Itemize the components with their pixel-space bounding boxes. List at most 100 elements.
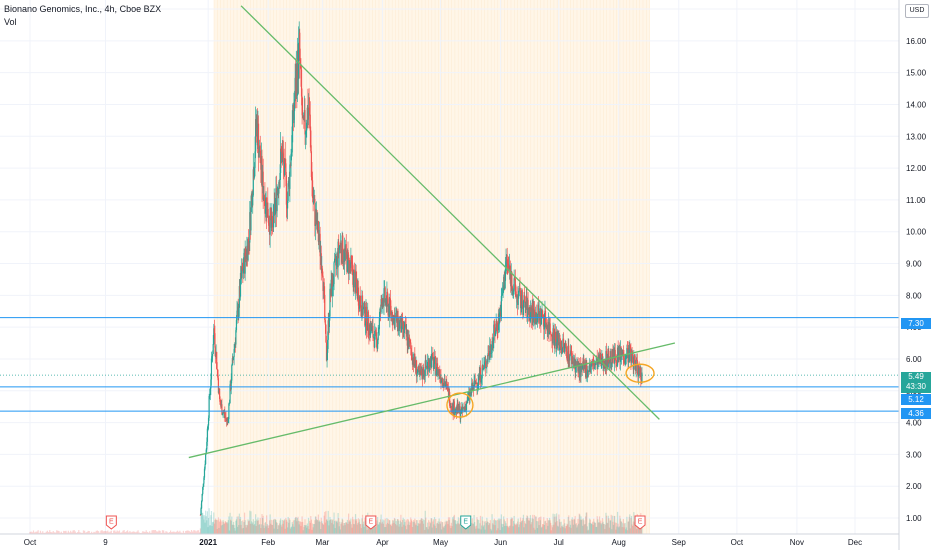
volume-bar: [360, 527, 362, 534]
volume-bar: [562, 524, 564, 534]
volume-bar: [216, 528, 218, 534]
volume-bar: [253, 523, 256, 534]
earnings-event-marker[interactable]: E: [105, 515, 117, 530]
candle-body: [278, 181, 280, 194]
volume-bar: [563, 519, 565, 534]
volume-bar: [322, 524, 325, 534]
volume-bar: [213, 523, 215, 534]
candle-body: [474, 379, 476, 384]
volume-bar: [400, 522, 403, 534]
volume-bar: [591, 521, 594, 534]
volume-bar: [612, 524, 615, 534]
volume-bar: [64, 531, 66, 534]
volume-bar: [292, 524, 294, 534]
volume-bar: [381, 521, 383, 534]
candle-body: [558, 333, 560, 351]
volume-bar: [550, 522, 552, 534]
candle-body: [565, 347, 568, 352]
candle-body: [490, 352, 493, 354]
volume-bar: [608, 527, 611, 534]
earnings-event-marker[interactable]: E: [634, 515, 646, 530]
candle-body: [203, 468, 206, 478]
volume-bar: [576, 527, 578, 534]
volume-bar: [71, 532, 73, 534]
volume-bar: [289, 519, 291, 534]
volume-bar: [43, 532, 45, 534]
volume-bar: [426, 522, 429, 534]
candle-body: [609, 359, 611, 364]
volume-bar: [408, 521, 410, 534]
volume-bar: [201, 513, 203, 534]
volume-bar: [567, 516, 569, 534]
candle-body: [286, 200, 289, 209]
earnings-event-marker[interactable]: E: [460, 515, 472, 530]
volume-bar: [196, 530, 198, 534]
candle-body: [415, 360, 418, 377]
volume-bar: [510, 519, 512, 534]
volume-bar: [412, 522, 414, 534]
candle-body: [568, 345, 570, 360]
volume-bar: [615, 522, 618, 534]
volume-bar: [239, 519, 241, 534]
candle-body: [488, 354, 490, 356]
currency-button[interactable]: USD: [905, 4, 929, 18]
candle-body: [360, 305, 362, 312]
volume-bar: [335, 521, 337, 534]
candle-body: [543, 322, 545, 330]
volume-bar: [249, 510, 251, 534]
candle-body: [217, 369, 219, 379]
breakout-circle-aug: [625, 363, 655, 383]
volume-bar: [377, 517, 379, 534]
volume-bar: [354, 514, 357, 534]
volume-bar: [94, 532, 96, 534]
volume-bar: [240, 524, 242, 534]
candle-body: [514, 278, 516, 292]
volume-bar: [137, 530, 139, 534]
volume-bar: [160, 532, 162, 534]
volume-bar: [543, 517, 545, 534]
candle-body: [386, 291, 389, 299]
volume-bar: [457, 523, 459, 534]
volume-bar: [594, 522, 597, 534]
earnings-event-marker[interactable]: E: [365, 515, 377, 530]
volume-bar: [220, 525, 222, 534]
volume-bar: [100, 530, 102, 534]
volume-bar: [124, 532, 126, 534]
volume-bar: [464, 525, 466, 534]
candle-body: [221, 404, 223, 415]
candle-body: [366, 330, 368, 331]
volume-bar: [533, 515, 536, 534]
volume-bar: [263, 528, 265, 534]
volume-bar: [419, 523, 421, 534]
volume-bar: [531, 518, 533, 534]
candle-body: [357, 287, 360, 306]
volume-bar: [519, 517, 522, 534]
candle-body: [241, 267, 243, 271]
candle-body: [285, 175, 288, 205]
volume-bar: [68, 532, 71, 534]
volume-bar: [312, 527, 314, 534]
volume-bar: [280, 524, 282, 534]
volume-bar: [558, 519, 561, 534]
candle-body: [483, 362, 486, 365]
volume-bar: [324, 511, 326, 534]
volume-bar: [553, 524, 555, 534]
earnings-marker-shape: [105, 515, 117, 530]
volume-bar: [252, 522, 254, 534]
candle-body: [304, 131, 307, 135]
volume-bar: [36, 531, 38, 534]
volume-bar: [537, 521, 539, 534]
volume-bar: [103, 531, 105, 534]
volume-bar: [598, 522, 600, 534]
volume-bar: [504, 525, 506, 534]
volume-bar: [211, 525, 213, 534]
x-tick-label: Oct: [24, 538, 37, 547]
y-tick-label: 1.00: [906, 514, 922, 523]
volume-bar: [330, 519, 332, 534]
volume-bar: [357, 522, 359, 534]
candle-body: [520, 305, 522, 309]
volume-bar: [407, 524, 409, 534]
volume-bar: [99, 532, 101, 534]
